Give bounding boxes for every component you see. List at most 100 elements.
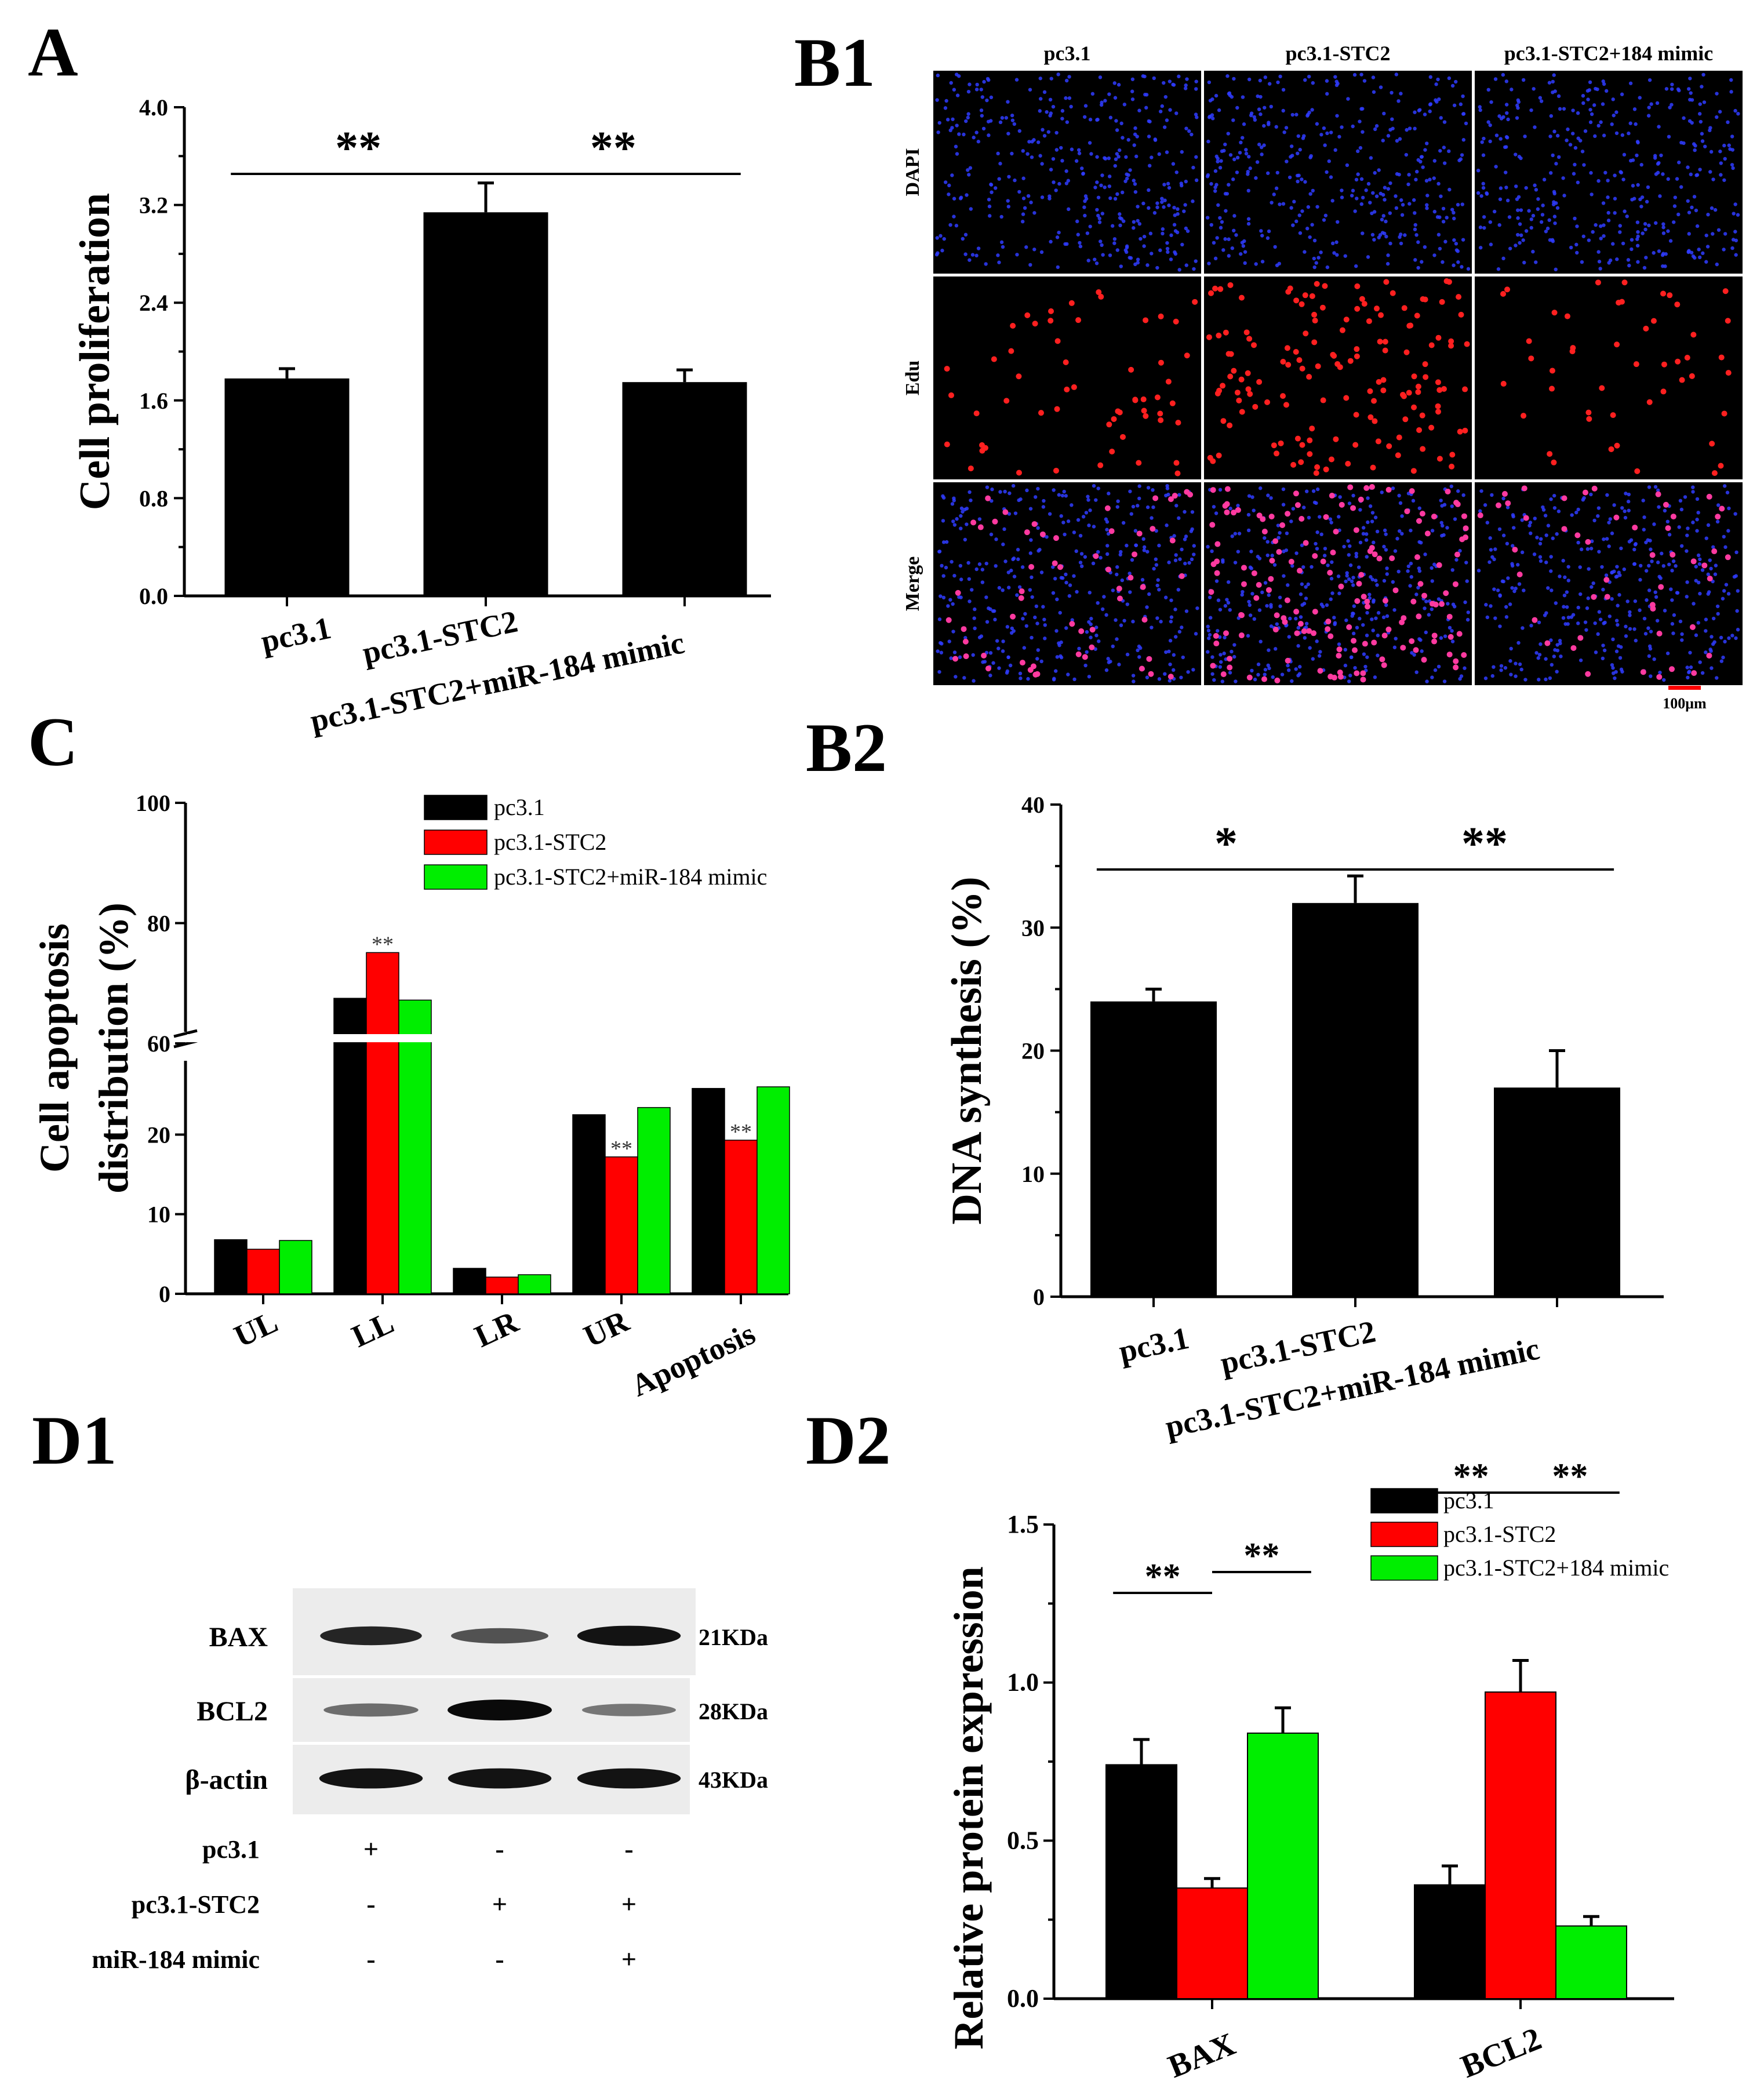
nucleus-dapi <box>1281 108 1285 113</box>
nucleus-dapi <box>1485 521 1490 525</box>
nucleus-dapi <box>1581 101 1585 105</box>
protein-name: β-actin <box>185 1764 268 1795</box>
nucleus-dapi <box>1085 231 1090 235</box>
nucleus-edu <box>1260 516 1266 522</box>
nucleus-edu <box>1463 525 1469 532</box>
nucleus-edu <box>1167 674 1174 680</box>
nucleus-dapi <box>1060 159 1064 163</box>
nucleus-dapi <box>1061 521 1065 525</box>
nucleus-dapi <box>1685 595 1689 599</box>
nucleus-dapi <box>1407 126 1412 130</box>
nucleus-edu <box>1381 632 1388 639</box>
nucleus-dapi <box>1257 556 1262 561</box>
nucleus-dapi <box>1021 197 1026 201</box>
nucleus-dapi <box>1177 630 1182 634</box>
nucleus-dapi <box>937 550 942 554</box>
nucleus-dapi <box>1731 166 1735 170</box>
nucleus-dapi <box>1603 170 1607 175</box>
nucleus-dapi <box>1646 626 1650 630</box>
nucleus-edu <box>1367 548 1373 554</box>
nucleus-dapi <box>1272 192 1276 197</box>
nucleus-dapi <box>1262 123 1266 128</box>
nucleus-dapi <box>951 630 955 634</box>
nucleus-dapi <box>1359 72 1363 77</box>
nucleus-dapi <box>1554 267 1558 272</box>
nucleus-edu <box>1075 651 1082 657</box>
protein-band <box>582 1704 676 1716</box>
nucleus-dapi <box>1249 113 1253 118</box>
nucleus-dapi <box>1190 132 1194 137</box>
nucleus-dapi <box>1165 246 1170 251</box>
nucleus-dapi <box>1575 250 1579 255</box>
nucleus-edu <box>1505 500 1511 507</box>
nucleus-edu <box>1089 627 1096 633</box>
nucleus-edu <box>1210 458 1216 464</box>
nucleus-dapi <box>1641 499 1645 503</box>
nucleus-dapi <box>1019 676 1023 681</box>
nucleus-edu <box>1443 590 1449 596</box>
nucleus-dapi <box>1736 111 1740 116</box>
nucleus-dapi <box>1678 619 1683 624</box>
nucleus-dapi <box>1351 612 1355 616</box>
nucleus-dapi <box>1273 245 1277 249</box>
nucleus-dapi <box>1095 208 1099 212</box>
nucleus-edu <box>1139 665 1145 672</box>
nucleus-dapi <box>1671 559 1676 563</box>
nucleus-dapi <box>1617 570 1621 574</box>
nucleus-dapi <box>1310 223 1314 227</box>
axis-break-gap <box>187 1034 790 1042</box>
nucleus-dapi <box>1392 608 1396 612</box>
nucleus-dapi <box>950 502 955 506</box>
nucleus-dapi <box>1056 265 1060 270</box>
nucleus-dapi <box>1177 493 1181 497</box>
nucleus-dapi <box>1232 157 1236 162</box>
nucleus-dapi <box>1555 532 1559 536</box>
nucleus-dapi <box>1635 153 1639 158</box>
nucleus-dapi <box>1177 516 1181 521</box>
nucleus-dapi <box>1276 523 1281 527</box>
bar <box>692 1087 725 1294</box>
nucleus-dapi <box>1670 103 1674 107</box>
nucleus-dapi <box>1301 565 1305 569</box>
nucleus-dapi <box>1574 242 1578 247</box>
nucleus-dapi <box>1322 554 1327 558</box>
nucleus-dapi <box>1378 233 1383 237</box>
nucleus-edu <box>1500 381 1507 387</box>
nucleus-dapi <box>1187 129 1191 133</box>
nucleus-dapi <box>1356 172 1360 176</box>
nucleus-edu <box>1718 463 1724 469</box>
nucleus-dapi <box>1230 246 1235 250</box>
nucleus-dapi <box>1554 601 1558 605</box>
nucleus-dapi <box>1384 603 1388 607</box>
nucleus-dapi <box>1679 507 1684 512</box>
nucleus-dapi <box>941 540 946 544</box>
nucleus-dapi <box>1546 586 1550 590</box>
nucleus-dapi <box>1119 550 1123 554</box>
nucleus-dapi <box>1430 529 1435 533</box>
nucleus-dapi <box>1566 622 1570 626</box>
nucleus-dapi <box>1137 108 1141 112</box>
nucleus-dapi <box>1394 194 1398 198</box>
nucleus-dapi <box>1716 612 1720 616</box>
y-tick-label: 20 <box>1021 1038 1045 1064</box>
nucleus-dapi <box>1328 517 1333 521</box>
nucleus-dapi <box>955 152 959 156</box>
nucleus-edu <box>1431 514 1437 520</box>
nucleus-edu <box>1148 671 1154 677</box>
nucleus-edu <box>1096 289 1102 296</box>
nucleus-edu <box>1420 446 1426 452</box>
nucleus-edu <box>1632 525 1638 531</box>
legend-label: pc3.1 <box>494 794 545 820</box>
nucleus-dapi <box>1035 621 1039 625</box>
nucleus-dapi <box>966 112 970 116</box>
nucleus-dapi <box>1033 615 1037 620</box>
nucleus-dapi <box>1458 676 1462 681</box>
nucleus-dapi <box>1011 483 1016 488</box>
nucleus-edu <box>1165 379 1172 385</box>
nucleus-dapi <box>1571 108 1575 112</box>
nucleus-dapi <box>1137 222 1142 226</box>
nucleus-dapi <box>1154 529 1158 533</box>
nucleus-dapi <box>1369 575 1373 579</box>
nucleus-dapi <box>972 136 976 140</box>
nucleus-dapi <box>1358 540 1363 545</box>
